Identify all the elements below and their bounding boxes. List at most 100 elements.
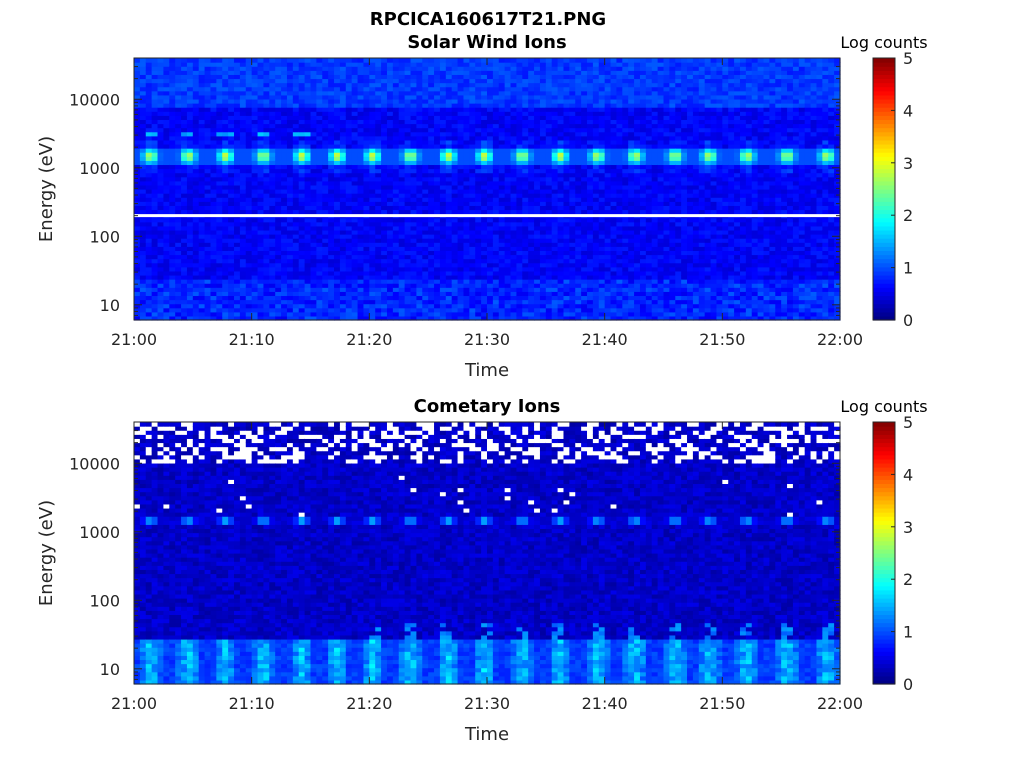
heatmap-cell <box>522 74 529 80</box>
heatmap-cell <box>222 103 229 108</box>
heatmap-cell <box>445 274 453 280</box>
heatmap-cell <box>310 160 317 166</box>
heatmap-cell <box>528 119 535 125</box>
heatmap-cell <box>269 111 276 116</box>
heatmap-cell <box>492 160 500 166</box>
heatmap-cell <box>369 193 376 198</box>
heatmap-cell <box>487 94 494 100</box>
heatmap-cell <box>563 246 570 251</box>
heatmap-cell <box>228 193 235 198</box>
heatmap-cell <box>463 209 470 215</box>
heatmap-cell <box>492 180 500 186</box>
heatmap-cell <box>181 189 188 194</box>
heatmap-cell <box>145 156 153 161</box>
heatmap-cell <box>239 246 247 251</box>
heatmap-cell <box>286 70 294 75</box>
heatmap-cell <box>369 315 376 321</box>
heatmap-cell <box>575 250 582 256</box>
heatmap-cell <box>257 279 265 284</box>
heatmap-cell <box>510 58 518 63</box>
heatmap-cell <box>522 303 529 309</box>
heatmap-cell <box>557 131 565 137</box>
heatmap-cell <box>192 295 200 301</box>
heatmap-cell <box>175 139 182 145</box>
heatmap-cell <box>269 274 276 280</box>
heatmap-cell <box>286 143 294 149</box>
heatmap-cell <box>275 258 282 264</box>
heatmap-cell <box>292 135 300 141</box>
heatmap-cell <box>234 303 241 309</box>
heatmap-cell <box>175 148 182 153</box>
heatmap-cell <box>492 62 500 67</box>
heatmap-cell <box>504 78 512 84</box>
heatmap-cell <box>504 311 512 317</box>
heatmap-cell <box>228 295 235 301</box>
heatmap-cell <box>210 82 217 88</box>
heatmap-cell <box>216 131 223 137</box>
heatmap-cell <box>192 205 200 211</box>
heatmap-cell <box>528 156 535 161</box>
heatmap-cell <box>316 270 323 276</box>
heatmap-cell <box>281 307 288 313</box>
heatmap-cell <box>139 234 147 239</box>
heatmap-cell <box>504 266 512 272</box>
heatmap-cell <box>481 58 488 63</box>
heatmap-cell <box>298 209 306 215</box>
heatmap-cell <box>481 217 488 223</box>
heatmap-cell <box>463 180 470 186</box>
heatmap-cell <box>239 274 247 280</box>
heatmap-cell <box>428 82 435 88</box>
heatmap-cell <box>175 131 182 137</box>
heatmap-cell <box>575 229 582 235</box>
heatmap-cell <box>416 148 423 153</box>
heatmap-cell <box>563 111 570 116</box>
heatmap-cell <box>487 225 494 231</box>
heatmap-cell <box>345 90 353 96</box>
heatmap-cell <box>251 139 259 145</box>
heatmap-cell <box>498 217 506 223</box>
heatmap-cell <box>575 315 582 321</box>
heatmap-cell <box>286 295 294 301</box>
heatmap-cell <box>463 143 470 149</box>
heatmap-cell <box>510 229 518 235</box>
heatmap-cell <box>322 58 329 63</box>
heatmap-cell <box>363 250 370 256</box>
heatmap-cell <box>198 139 206 145</box>
heatmap-cell <box>381 172 388 178</box>
heatmap-cell <box>457 78 465 84</box>
heatmap-cell <box>310 283 317 288</box>
heatmap-cell <box>239 303 247 309</box>
heatmap-cell <box>475 86 482 92</box>
heatmap-cell <box>339 201 347 206</box>
heatmap-cell <box>310 111 317 116</box>
heatmap-cell <box>434 135 441 141</box>
heatmap-cell <box>487 250 494 256</box>
heatmap-cell <box>322 168 329 174</box>
heatmap-cell <box>581 123 588 129</box>
heatmap-cell <box>516 193 523 198</box>
heatmap-cell <box>263 156 270 161</box>
heatmap-cell <box>522 172 529 178</box>
heatmap-cell <box>481 266 488 272</box>
heatmap-cell <box>481 201 488 206</box>
heatmap-cell <box>522 70 529 75</box>
heatmap-cell <box>157 209 165 215</box>
heatmap-cell <box>404 291 412 297</box>
heatmap-cell <box>269 197 276 202</box>
heatmap-cell <box>310 86 317 92</box>
heatmap-cell <box>245 299 253 305</box>
heatmap-cell <box>181 229 188 235</box>
heatmap-cell <box>328 201 335 206</box>
heatmap-cell <box>481 115 488 120</box>
heatmap-cell <box>357 98 365 104</box>
heatmap-cell <box>204 291 212 297</box>
heatmap-cell <box>439 254 447 260</box>
heatmap-cell <box>304 221 312 227</box>
heatmap-cell <box>563 58 570 63</box>
heatmap-cell <box>410 197 417 202</box>
heatmap-cell <box>269 209 276 215</box>
heatmap-cell <box>475 123 482 129</box>
heatmap-cell <box>563 238 570 243</box>
heatmap-cell <box>239 217 247 223</box>
heatmap-cell <box>157 78 165 84</box>
